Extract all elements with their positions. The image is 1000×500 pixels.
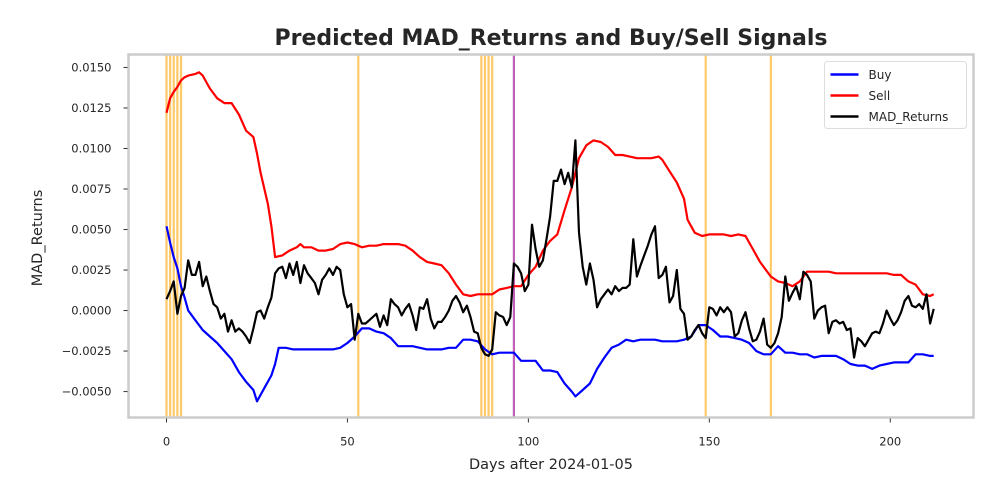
y-tick-label-3: 0.0025 <box>71 263 111 277</box>
series-line-sell <box>165 71 935 298</box>
x-tick-label-4: 200 <box>879 435 901 449</box>
y-tick-label-0: −0.0050 <box>62 385 112 399</box>
x-tick-label-1: 50 <box>340 435 355 449</box>
y-tick-label-5: 0.0075 <box>71 182 111 196</box>
legend-label-sell: Sell <box>869 89 891 103</box>
series-line-mad-returns <box>165 139 935 359</box>
x-axis-label: Days after 2024-01-05 <box>469 457 633 473</box>
legend: Buy Sell MAD_Returns <box>824 61 967 129</box>
x-tick-label-2: 100 <box>517 435 539 449</box>
y-axis-ticks: −0.0050 −0.0025 0.0000 0.0025 0.0050 0.0075 0.… <box>62 60 128 399</box>
series-line-buy <box>165 226 934 403</box>
y-tick-label-6: 0.0100 <box>71 141 111 155</box>
x-axis-ticks: 0 50 100 150 200 <box>163 418 901 449</box>
y-tick-label-7: 0.0125 <box>71 101 111 115</box>
y-axis-label: MAD_Returns <box>30 190 46 287</box>
x-tick-label-0: 0 <box>163 435 170 449</box>
y-tick-label-8: 0.0150 <box>71 60 111 74</box>
y-tick-label-2: 0.0000 <box>71 304 111 318</box>
legend-label-buy: Buy <box>869 68 892 82</box>
chart-title: Predicted MAD_Returns and Buy/Sell Signa… <box>274 26 827 51</box>
legend-box <box>824 61 967 129</box>
series-lines <box>165 71 935 403</box>
x-tick-label-3: 150 <box>698 435 720 449</box>
y-tick-label-4: 0.0050 <box>71 223 111 237</box>
plot-frame <box>127 53 975 419</box>
y-tick-label-1: −0.0025 <box>62 344 112 358</box>
legend-label-mad-returns: MAD_Returns <box>869 110 949 124</box>
